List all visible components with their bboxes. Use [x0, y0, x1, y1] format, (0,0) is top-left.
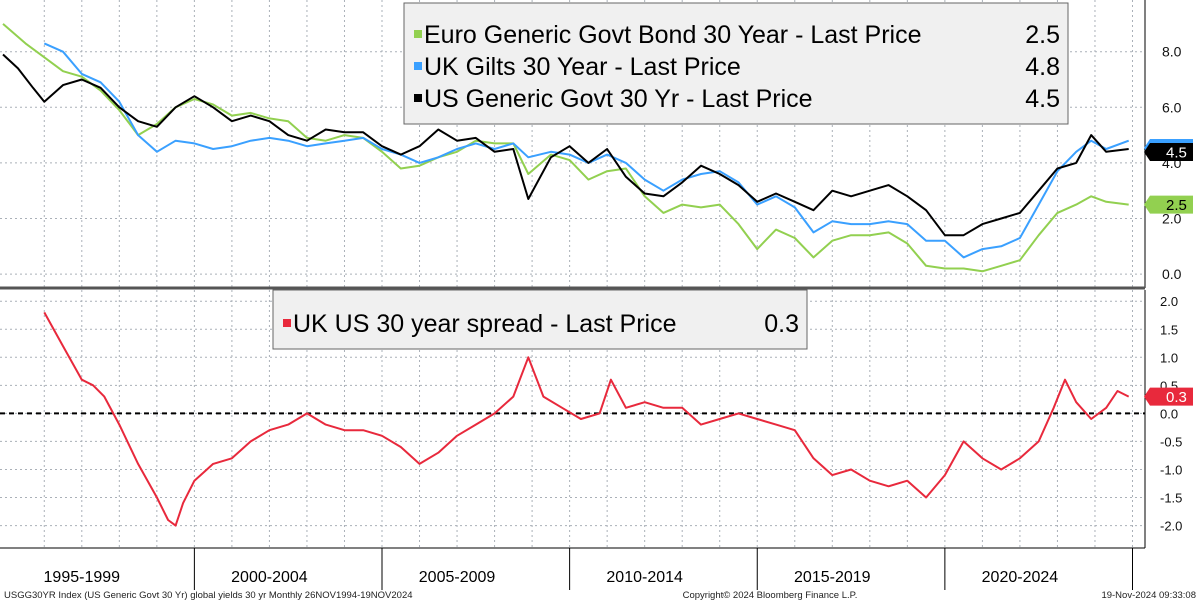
last-value-tag: 0.3	[1144, 387, 1193, 406]
last-value-tag-front: 4.5	[1144, 143, 1193, 162]
y-tick-label: 1.5	[1160, 322, 1178, 337]
footer: USGG30YR Index (US Generic Govt 30 Yr) g…	[4, 590, 1196, 601]
x-axis-labels: 1995-1999 2000-2004 2005-2009 2010-2014 2015…	[44, 548, 1133, 590]
y-tick-label: -1.0	[1160, 462, 1182, 477]
y-tick-label: 8.0	[1162, 44, 1182, 60]
legend-entry-name: Euro Generic Govt Bond 30 Year - Last Pr…	[424, 21, 922, 49]
x-period-label: 1995-1999	[44, 569, 121, 586]
legend-entry-value: 4.8	[1025, 53, 1060, 81]
legend-entry-value: 2.5	[1025, 21, 1060, 49]
x-period-label: 2015-2019	[794, 569, 871, 586]
x-period-label: 2010-2014	[606, 569, 683, 586]
legend-entry-value: 0.3	[764, 310, 799, 338]
legend-swatch	[414, 62, 422, 70]
last-value-tag-label: 0.3	[1166, 389, 1187, 406]
last-value-tag-shape	[1144, 387, 1193, 406]
legend: Euro Generic Govt Bond 30 Year - Last Pr…	[403, 2, 1069, 125]
footer-center: Copyright© 2024 Bloomberg Finance L.P.	[683, 590, 858, 601]
y-tick-label: -1.5	[1160, 491, 1182, 506]
y-tick-label: -0.5	[1160, 434, 1182, 449]
legend-swatch	[283, 319, 291, 327]
legend-box	[403, 2, 1069, 125]
y-tick-label: 0.0	[1160, 406, 1178, 421]
legend: UK US 30 year spread - Last Price 0.3	[272, 289, 808, 350]
last-value-tag-shape	[1144, 195, 1193, 214]
y-tick-label: 6.0	[1162, 99, 1182, 115]
legend-swatch	[414, 94, 422, 102]
last-value-tag-label: 2.5	[1166, 197, 1187, 214]
legend-entry-name: US Generic Govt 30 Yr - Last Price	[424, 85, 813, 113]
legend-entry-name: UK Gilts 30 Year - Last Price	[424, 53, 741, 81]
legend-entry-name: UK US 30 year spread - Last Price	[293, 310, 677, 338]
x-period-label: 2000-2004	[231, 569, 308, 586]
last-value-tag: 2.5	[1144, 195, 1193, 214]
series-line-uk-us-30-year-spread	[43, 311, 1130, 527]
last-value-tag-shape	[1144, 143, 1193, 161]
footer-left: USGG30YR Index (US Generic Govt 30 Yr) g…	[4, 590, 413, 601]
y-tick-label: 0.0	[1162, 266, 1182, 282]
y-tick-label: 2.0	[1160, 294, 1178, 309]
series-line-us-generic-govt-30-yr	[2, 53, 1129, 237]
y-tick-label: -2.0	[1160, 519, 1182, 534]
bottom-panel: 2.01.51.00.50.0-0.5-1.0-1.5-2.00.3UK US …	[0, 289, 1193, 548]
y-tick-label: 2.0	[1162, 211, 1182, 227]
legend-swatch	[414, 30, 422, 38]
y-tick-label: 1.0	[1160, 350, 1178, 365]
legend-box	[272, 289, 808, 350]
series-line-euro-generic-govt-bond-30-year	[2, 23, 1129, 273]
x-period-label: 2020-2024	[982, 569, 1059, 586]
footer-right: 19-Nov-2024 09:33:08	[1101, 590, 1196, 601]
last-value-tag-label: 4.5	[1166, 145, 1187, 162]
x-period-label: 2005-2009	[419, 569, 496, 586]
legend-entry-value: 4.5	[1025, 85, 1060, 113]
